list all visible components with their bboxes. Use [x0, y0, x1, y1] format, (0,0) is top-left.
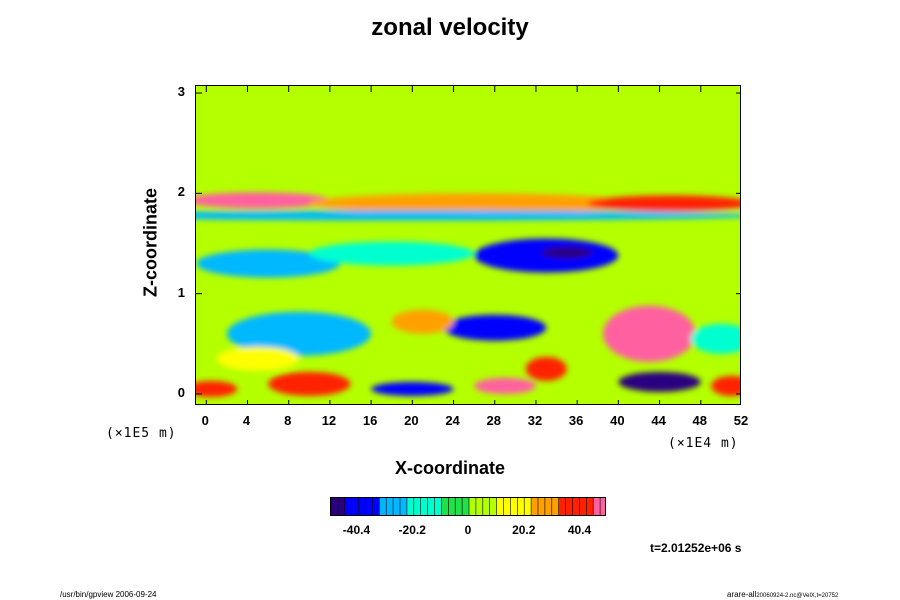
colorbar-segment-16: [441, 498, 449, 515]
y-tick-label-0: 0: [177, 384, 185, 400]
heatmap-feature-18: [711, 375, 740, 396]
colorbar-segment-29: [531, 498, 539, 515]
colorbar-segment-21: [475, 498, 484, 515]
y-scale-label: (×1E5 m): [106, 426, 177, 441]
heatmap-feature-0: [196, 192, 330, 209]
x-tick-label-11: 44: [651, 413, 666, 428]
colorbar-segment-31: [544, 498, 553, 515]
heatmap-feature-12: [268, 371, 351, 396]
colorbar-segment-38: [593, 498, 601, 515]
colorbar-segment-17: [448, 498, 456, 515]
colorbar-segment-5: [365, 498, 373, 515]
heatmap-feature-1: [309, 193, 639, 214]
colorbar-tick-label-0: -40.4: [342, 523, 371, 537]
chart-title: zonal velocity: [371, 14, 529, 41]
heatmap-feature-4: [196, 249, 341, 278]
colorbar-tick-label-4: 40.4: [567, 523, 592, 537]
footer-right-main: arare-all: [727, 590, 757, 599]
heatmap-feature-16: [525, 356, 567, 381]
colorbar-segment-8: [386, 498, 394, 515]
x-tick-label-4: 16: [362, 413, 378, 428]
x-tick-label-12: 48: [692, 413, 708, 428]
heatmap-feature-21: [690, 323, 740, 354]
colorbar-segment-18: [455, 498, 463, 515]
heatmap-feature-2: [587, 195, 740, 212]
heatmap-feature-20: [216, 346, 300, 371]
y-tick-label-3: 3: [177, 84, 185, 100]
x-tick-label-8: 32: [527, 413, 543, 428]
colorbar-segment-9: [393, 498, 401, 515]
heatmap-feature-3: [196, 210, 740, 221]
colorbar-segment-7: [379, 498, 387, 515]
colorbar-segment-33: [558, 498, 567, 515]
heatmap-features: [196, 192, 740, 397]
colorbar-segment-34: [565, 498, 573, 515]
colorbar-segment-30: [538, 498, 546, 515]
colorbar-segment-1: [337, 498, 346, 515]
heatmap-feature-9: [443, 314, 547, 341]
heatmap-feature-17: [618, 371, 701, 392]
footer-right: arare-all20060924-2.nc@VelX,t=20752: [727, 590, 838, 599]
y-axis-label: Z-coordinate: [140, 188, 161, 298]
y-tick-label-1: 1: [177, 284, 185, 300]
colorbar-segment-26: [510, 498, 518, 515]
colorbar-segment-3: [351, 498, 360, 515]
heatmap-feature-14: [371, 381, 454, 396]
colorbar-segment-20: [469, 498, 477, 515]
colorbar-segment-10: [400, 498, 408, 515]
heatmap-feature-19: [391, 309, 454, 334]
colorbar-segment-15: [434, 498, 442, 515]
colorbar-segment-19: [462, 498, 470, 515]
heatmap-feature-7: [541, 246, 593, 259]
heatmap-svg: [196, 86, 740, 404]
x-tick-label-0: 0: [201, 413, 209, 428]
y-tick-label-2: 2: [177, 184, 185, 200]
x-tick-label-7: 28: [486, 413, 501, 428]
colorbar-segment-4: [358, 498, 366, 515]
heatmap-feature-11: [628, 326, 681, 351]
x-axis-label: X-coordinate: [394, 458, 505, 478]
heatmap-feature-15: [474, 377, 536, 394]
colorbar-segment-24: [496, 498, 504, 515]
x-tick-label-3: 12: [321, 413, 337, 428]
x-tick-label-5: 20: [404, 413, 419, 428]
x-tick-label-6: 24: [445, 413, 460, 428]
colorbar-segment-14: [427, 498, 435, 515]
colorbar-segment-32: [551, 498, 560, 515]
x-tick-label-2: 8: [284, 413, 292, 428]
colorbar-segment-27: [517, 498, 525, 515]
heatmap-feature-5: [309, 241, 475, 266]
x-tick-label-10: 40: [610, 413, 625, 428]
x-tick-label-13: 52: [733, 413, 749, 428]
colorbar-segment-28: [524, 498, 532, 515]
colorbar-segment-23: [489, 498, 498, 515]
colorbar-segment-2: [344, 498, 353, 515]
footer-right-small: 20060924-2.nc@VelX,t=20752: [756, 593, 839, 599]
plot-area: [195, 85, 741, 405]
heatmap-feature-13: [196, 380, 238, 397]
colorbar-segment-25: [503, 498, 511, 515]
colorbar-tick-label-2: 0: [464, 523, 472, 537]
time-stamp: t=2.01252e+06 s: [650, 541, 742, 555]
colorbar-segment-11: [406, 498, 415, 515]
footer-left: /usr/bin/gpview 2006-09-24: [60, 590, 157, 599]
colorbar-segment-13: [420, 498, 429, 515]
heatmap-feature-8: [226, 311, 372, 356]
x-tick-label-1: 4: [242, 413, 251, 428]
colorbar-segment-12: [413, 498, 422, 515]
colorbar-segment-6: [372, 498, 380, 515]
colorbar-segment-37: [586, 498, 594, 515]
colorbar-segment-22: [482, 498, 491, 515]
colorbar: [330, 497, 606, 516]
x-scale-label: (×1E4 m): [668, 436, 739, 451]
colorbar-segment-35: [572, 498, 580, 515]
colorbar-segment-36: [579, 498, 587, 515]
colorbar-tick-label-3: 20.2: [512, 523, 536, 537]
colorbar-tick-label-1: -20.2: [398, 523, 426, 537]
x-tick-label-9: 36: [568, 413, 584, 428]
colorbar-segment-0: [331, 498, 339, 515]
colorbar-svg: [331, 498, 605, 515]
colorbar-segment-39: [600, 498, 605, 515]
